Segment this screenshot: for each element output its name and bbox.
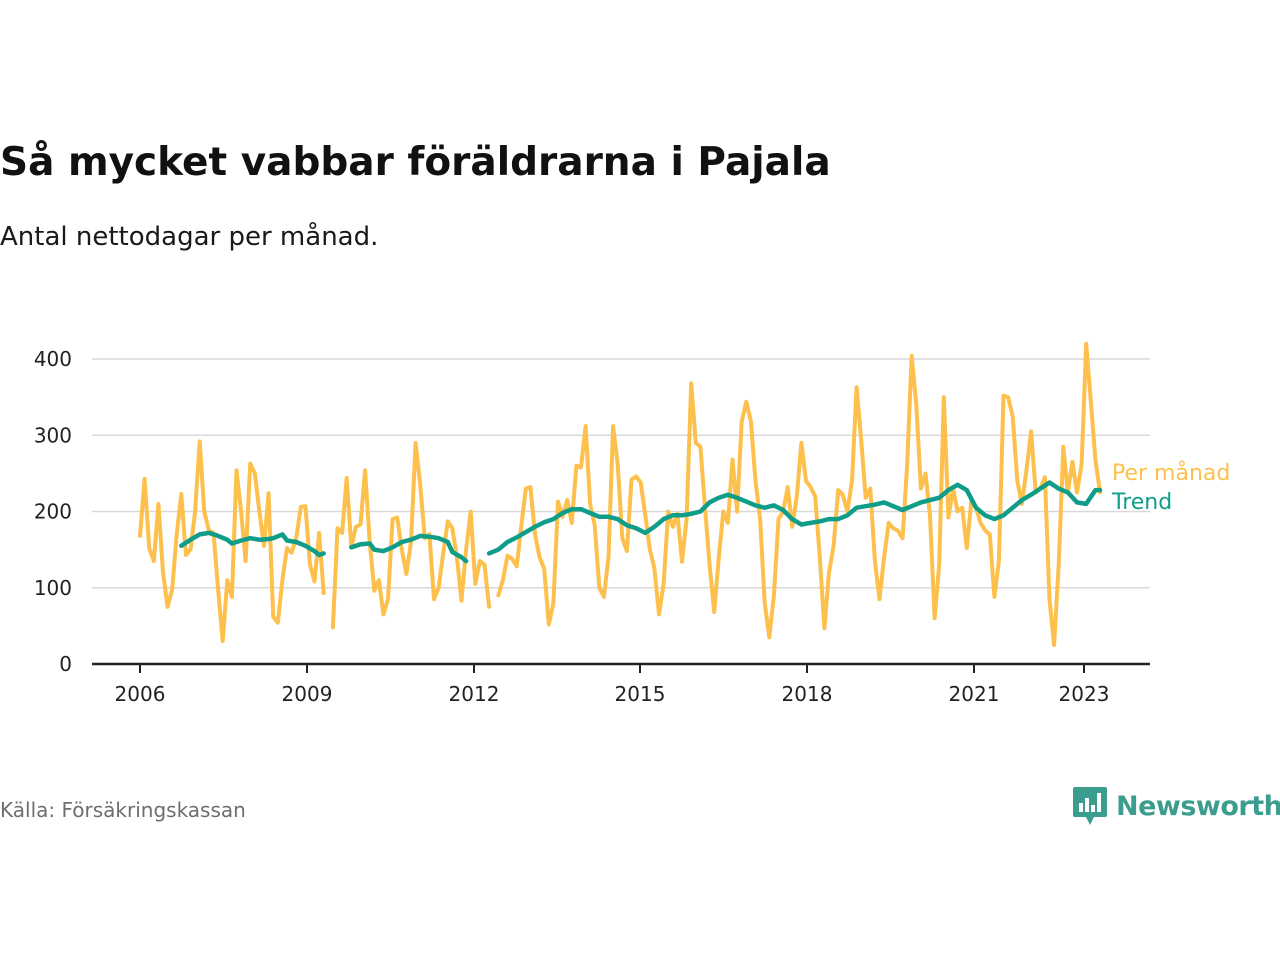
- series-labels: Per månad Trend: [1111, 460, 1230, 515]
- x-axis: 2006 2009 2012 2015 2018 2021 2023: [92, 662, 1150, 706]
- brand-name: Newsworthy: [1116, 790, 1280, 822]
- brand-logo: Newsworthy: [1072, 784, 1280, 828]
- series-label-trend: Trend: [1111, 490, 1172, 515]
- series-line-trend: [179, 480, 1103, 564]
- x-tick-label: 2023: [1059, 682, 1110, 706]
- y-tick-label: 300: [34, 423, 72, 447]
- grid-lines: [92, 358, 1150, 589]
- y-tick-label: 200: [34, 500, 72, 524]
- series-lines: [138, 341, 1103, 647]
- y-axis-labels: 0 100 200 300 400: [34, 347, 72, 676]
- x-tick-label: 2015: [615, 682, 666, 706]
- x-tick-label: 2018: [782, 682, 833, 706]
- y-tick-label: 100: [34, 576, 72, 600]
- y-tick-label: 0: [59, 652, 72, 676]
- source-note: Källa: Försäkringskassan: [0, 798, 246, 822]
- series-line-per-manad: [138, 341, 1102, 647]
- x-tick-label: 2009: [282, 682, 333, 706]
- series-label-per-manad: Per månad: [1112, 460, 1230, 486]
- x-tick-label: 2006: [115, 682, 166, 706]
- bar-chart-speech-bubble-icon: [1073, 787, 1107, 825]
- x-tick-label: 2021: [949, 682, 1000, 706]
- chart-subtitle: Antal nettodagar per månad.: [0, 222, 379, 252]
- y-tick-label: 400: [34, 347, 72, 371]
- x-tick-label: 2012: [449, 682, 500, 706]
- chart-title: Så mycket vabbar föräldrarna i Pajala: [0, 140, 831, 185]
